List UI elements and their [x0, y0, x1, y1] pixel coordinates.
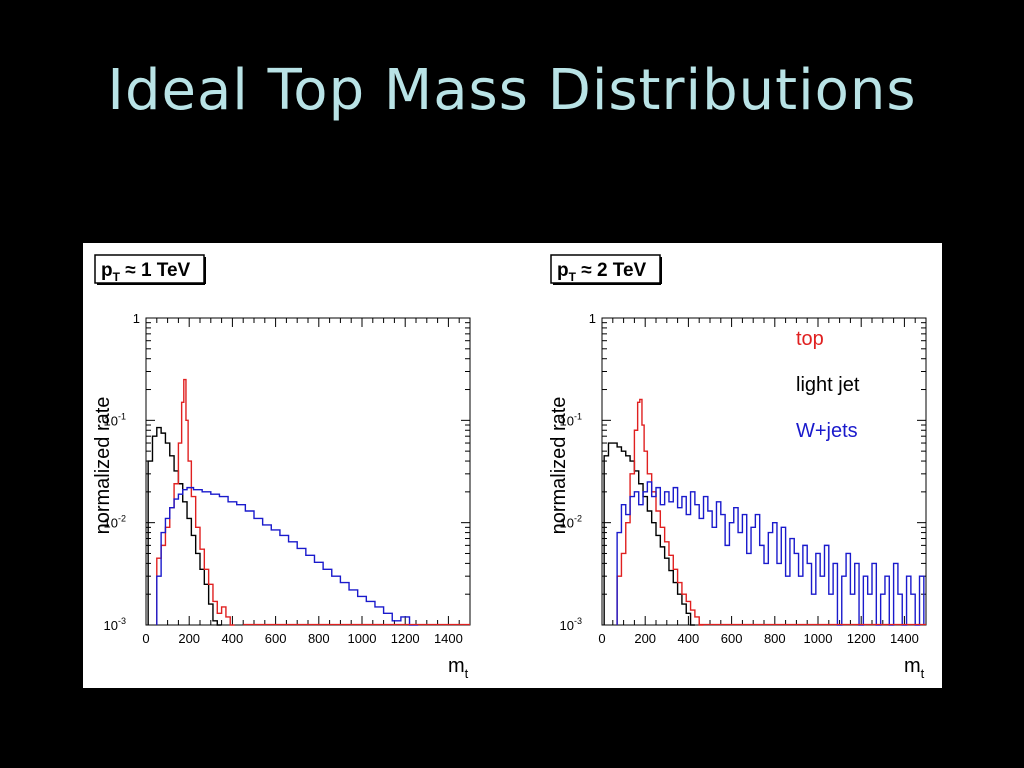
x-tick-label: 400	[222, 631, 244, 646]
panel-label-main: p	[101, 260, 113, 281]
y-tick-exp: -3	[574, 616, 582, 626]
plot-frame	[601, 317, 927, 626]
x-tick-label: 1400	[890, 631, 919, 646]
y-tick-base: 10	[560, 618, 574, 633]
panel-label-sub: T	[569, 270, 577, 284]
x-axis-title-sub: t	[465, 666, 469, 681]
y-tick-label: 1	[133, 311, 140, 326]
panel-label-sub: T	[113, 270, 121, 284]
legend-top: top	[796, 328, 824, 350]
series-light_jet	[603, 442, 695, 626]
panel-label-main: p	[557, 260, 569, 281]
x-tick-label: 200	[634, 631, 656, 646]
panel-label-box	[94, 254, 205, 284]
y-tick-label: 10-1	[560, 411, 582, 428]
y-tick-base: 10	[560, 516, 574, 531]
x-tick-label: 0	[142, 631, 149, 646]
series-wjets	[616, 481, 925, 626]
x-axis-title-sub: t	[921, 666, 925, 681]
y-tick-label: 1	[589, 311, 596, 326]
legend-light_jet: light jet	[796, 374, 860, 396]
y-tick-exp: -2	[118, 514, 126, 524]
y-tick-label: 10-3	[560, 616, 582, 633]
x-tick-label: 600	[265, 631, 287, 646]
x-tick-label: 1400	[434, 631, 463, 646]
panel-label-rest: ≈ 2 TeV	[576, 260, 647, 281]
x-tick-label: 0	[598, 631, 605, 646]
x-tick-label: 800	[308, 631, 330, 646]
y-tick-base: 10	[104, 618, 118, 633]
x-tick-label: 200	[178, 631, 200, 646]
x-axis-title: mt	[904, 655, 925, 681]
y-axis-title: normalized rate	[92, 397, 114, 535]
panel-label: pT ≈ 1 TeV	[101, 260, 191, 284]
x-axis-title-main: m	[904, 655, 921, 677]
chart-figure: pT ≈ 1 TeV normalized rate mt 10-3 10-2 10-1 1…	[83, 243, 942, 688]
x-tick-label: 400	[678, 631, 700, 646]
x-axis-title: mt	[448, 655, 469, 681]
slide-title: Ideal Top Mass Distributions	[107, 58, 917, 123]
panel-label: pT ≈ 2 TeV	[557, 260, 647, 284]
x-tick-label: 1200	[391, 631, 420, 646]
y-tick-exp: -3	[118, 616, 126, 626]
y-tick-label: 10-2	[104, 514, 126, 531]
series-wjets	[156, 486, 419, 626]
x-tick-label: 800	[764, 631, 786, 646]
x-axis-title-main: m	[448, 655, 465, 677]
panel-label-rest: ≈ 1 TeV	[120, 260, 191, 281]
y-tick-exp: -1	[574, 411, 582, 421]
x-tick-label: 1200	[847, 631, 876, 646]
y-axis-title: normalized rate	[548, 397, 570, 535]
legend-wjets: W+jets	[796, 420, 858, 442]
y-tick-label: 10-3	[104, 616, 126, 633]
y-tick-base: 10	[560, 413, 574, 428]
y-tick-label: 10-2	[560, 514, 582, 531]
series-light_jet	[147, 426, 222, 626]
x-tick-label: 1000	[348, 631, 377, 646]
x-tick-label: 600	[721, 631, 743, 646]
y-tick-base: 10	[104, 516, 118, 531]
y-tick-exp: -2	[574, 514, 582, 524]
x-tick-label: 1000	[804, 631, 833, 646]
y-tick-base: 10	[104, 413, 118, 428]
plot-frame	[145, 317, 471, 626]
series-top	[156, 378, 235, 626]
y-tick-exp: -1	[118, 411, 126, 421]
y-tick-label: 10-1	[104, 411, 126, 428]
